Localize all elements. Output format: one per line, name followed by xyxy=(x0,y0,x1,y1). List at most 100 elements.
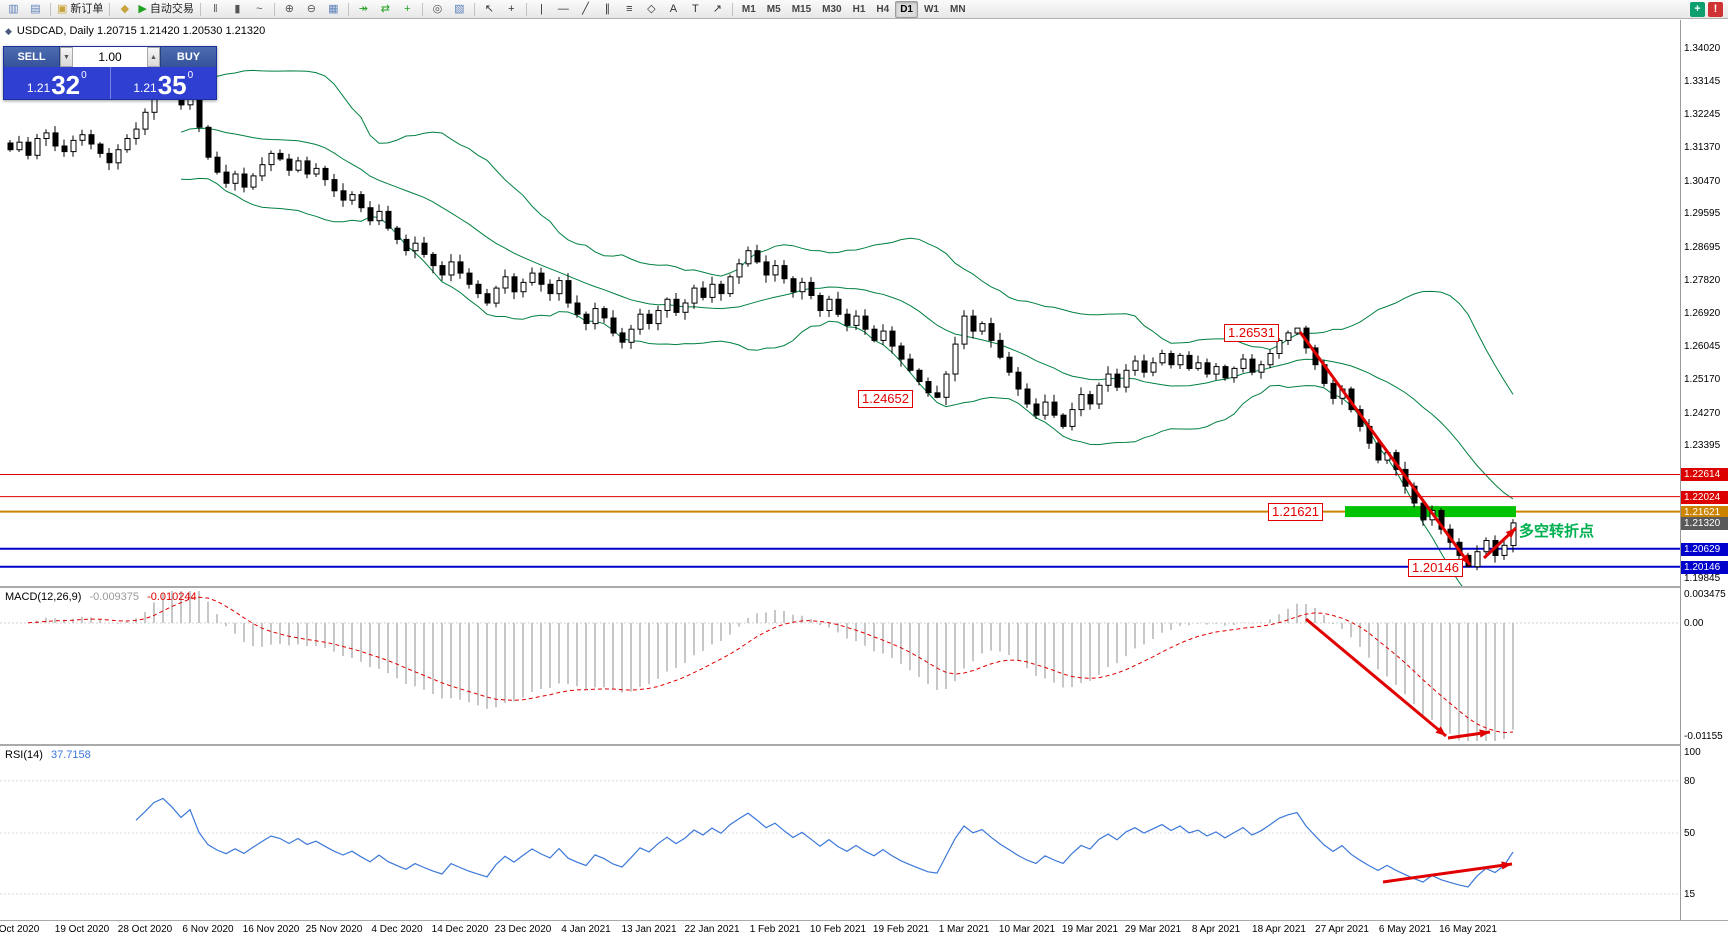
date-label-22-Jan-2021: 22 Jan 2021 xyxy=(684,924,740,935)
panel-separator[interactable] xyxy=(0,744,1728,746)
sell-button[interactable]: SELL xyxy=(4,47,60,67)
expert-advisors-icon[interactable]: ◆ xyxy=(114,1,135,17)
timeframe-m15-button[interactable]: M15 xyxy=(791,3,812,15)
profiles-icon: ▤ xyxy=(30,3,41,15)
cycle-icon[interactable]: ◎ xyxy=(427,1,448,17)
macd-tick--0.01155: -0.01155 xyxy=(1684,731,1723,742)
toolbar-separator xyxy=(731,2,733,16)
tile-windows-icon[interactable]: ▦ xyxy=(323,1,344,17)
new-chart-icon[interactable]: ▥ xyxy=(3,1,24,17)
timeframe-m30-button[interactable]: M30 xyxy=(822,3,842,15)
macd-indicator-panel[interactable]: MACD(12,26,9) -0.009375 -0.010244 xyxy=(0,588,1680,744)
equidistant-channel-icon[interactable]: ∥ xyxy=(597,1,618,17)
candlestick-chart-icon[interactable]: ▮ xyxy=(227,1,248,17)
crosshair-icon[interactable]: + xyxy=(501,1,522,17)
timeframe-w1-button[interactable]: W1 xyxy=(923,3,939,15)
shapes-icon[interactable]: ◇ xyxy=(641,1,662,17)
price-tick-1.33145: 1.33145 xyxy=(1684,76,1721,87)
vertical-line-icon[interactable]: | xyxy=(531,1,552,17)
line-chart-icon[interactable]: ~ xyxy=(249,1,270,17)
community-plus-icon[interactable]: + xyxy=(1690,1,1705,17)
timeframe-h4-button[interactable]: H4 xyxy=(876,3,890,15)
line-chart-icon: ~ xyxy=(256,3,263,15)
volume-input[interactable] xyxy=(73,47,147,67)
one-click-order-row: SELL ▼ ▲ BUY xyxy=(4,47,216,67)
zoom-in-icon: ⊕ xyxy=(284,3,294,15)
toolbar-separator xyxy=(109,2,111,16)
macd-signal-value: -0.010244 xyxy=(147,591,197,603)
fibonacci-icon[interactable]: ≡ xyxy=(619,1,640,17)
price-tick-1.31370: 1.31370 xyxy=(1684,142,1721,153)
price-axis-macd-segment: 0.003475 0.00 -0.01155 xyxy=(1681,588,1728,744)
profiles-icon[interactable]: ▤ xyxy=(25,1,46,17)
arrows-tool-icon[interactable]: ↗ xyxy=(707,1,728,17)
date-label-25-Nov-2020: 25 Nov 2020 xyxy=(305,924,363,935)
ask-quote[interactable]: 1.21 35 0 xyxy=(109,67,217,99)
candlestick-chart-icon: ▮ xyxy=(234,3,241,15)
date-label-Oct-2020: Oct 2020 xyxy=(0,924,40,935)
new-order-icon: ▣ xyxy=(57,3,68,15)
rsi-tick-50: 50 xyxy=(1684,828,1696,839)
rsi-tick-15: 15 xyxy=(1684,889,1696,900)
trend-arrow-2 xyxy=(1482,526,1518,560)
price-tick-1.24270: 1.24270 xyxy=(1684,408,1721,419)
autotrading-button[interactable]: ▶ 自动交易 xyxy=(136,1,195,17)
rsi-indicator-panel[interactable]: RSI(14) 37.7158 xyxy=(0,746,1680,920)
zoom-in-icon[interactable]: ⊕ xyxy=(279,1,300,17)
auto-scroll-icon: ↠ xyxy=(358,3,368,15)
shapes-icon: ◇ xyxy=(647,3,656,15)
auto-scroll-icon[interactable]: ↠ xyxy=(353,1,374,17)
crosshair-icon: + xyxy=(508,3,515,15)
candlestick-chart-canvas[interactable] xyxy=(0,20,1680,586)
macd-label: MACD(12,26,9) -0.009375 -0.010244 xyxy=(5,591,202,603)
price-level-label-1.22614: 1.22614 xyxy=(1681,468,1728,481)
trend-arrow-1 xyxy=(1298,331,1472,566)
new-order-button-label: 新订单 xyxy=(70,3,104,15)
text-icon[interactable]: A xyxy=(663,1,684,17)
notifications-icon[interactable]: ! xyxy=(1708,1,1723,17)
rsi-line xyxy=(135,797,1514,888)
rsi-name: RSI(14) xyxy=(5,749,43,761)
equidistant-channel-icon: ∥ xyxy=(604,3,611,15)
price-tick-1.29595: 1.29595 xyxy=(1684,208,1721,219)
macd-histogram xyxy=(36,591,1514,741)
timeframe-h1-button[interactable]: H1 xyxy=(852,3,866,15)
timeframe-m5-button[interactable]: M5 xyxy=(766,3,781,15)
volume-box xyxy=(73,47,147,67)
bollinger-lower-band xyxy=(180,177,1463,586)
horizontal-line-icon[interactable]: — xyxy=(553,1,574,17)
trendline-icon[interactable]: ╱ xyxy=(575,1,596,17)
add-window-icon[interactable]: + xyxy=(397,1,418,17)
price-chart-panel[interactable]: ◆ USDCAD, Daily 1.20715 1.21420 1.20530 … xyxy=(0,20,1680,586)
bid-quote[interactable]: 1.21 32 0 xyxy=(4,67,110,99)
panel-separator[interactable] xyxy=(0,586,1728,588)
text-label-icon[interactable]: T xyxy=(685,1,706,17)
new-order-button[interactable]: ▣ 新订单 xyxy=(55,1,105,17)
date-label-18-Apr-2021: 18 Apr 2021 xyxy=(1252,924,1306,935)
bar-chart-icon[interactable]: ‖ xyxy=(205,1,226,17)
ask-prefix: 1.21 xyxy=(133,81,157,95)
date-axis[interactable]: Oct 2020 19 Oct 2020 28 Oct 2020 6 Nov 2020… xyxy=(0,921,1680,939)
macd-signal-line xyxy=(27,596,1514,734)
timeframe-mn-button[interactable]: MN xyxy=(949,3,966,15)
macd-value: -0.009375 xyxy=(89,591,140,603)
price-annotation-1.26531: 1.26531 xyxy=(1224,324,1279,342)
macd-arrow-1 xyxy=(1305,617,1447,738)
date-label-16-May-2021: 16 May 2021 xyxy=(1439,924,1497,935)
templates-icon[interactable]: ▧ xyxy=(449,1,470,17)
price-tick-1.26045: 1.26045 xyxy=(1684,341,1721,352)
buy-button[interactable]: BUY xyxy=(160,47,216,67)
volume-decrease-button[interactable]: ▼ xyxy=(60,47,73,67)
price-axis[interactable]: 1.34020 1.33145 1.32245 1.31370 1.30470 1.295… xyxy=(1680,20,1728,920)
cursor-icon[interactable]: ↖ xyxy=(479,1,500,17)
add-window-icon: + xyxy=(404,3,411,15)
date-label-14-Dec-2020: 14 Dec 2020 xyxy=(431,924,489,935)
chart-shift-icon[interactable]: ⇄ xyxy=(375,1,396,17)
date-label-1-Mar-2021: 1 Mar 2021 xyxy=(938,924,990,935)
zoom-out-icon[interactable]: ⊖ xyxy=(301,1,322,17)
timeframe-d1-button[interactable]: D1 xyxy=(895,0,918,18)
timeframe-m1-button[interactable]: M1 xyxy=(741,3,756,15)
price-tick-1.28695: 1.28695 xyxy=(1684,242,1721,253)
volume-increase-button[interactable]: ▲ xyxy=(147,47,160,67)
fibonacci-icon: ≡ xyxy=(626,3,633,15)
